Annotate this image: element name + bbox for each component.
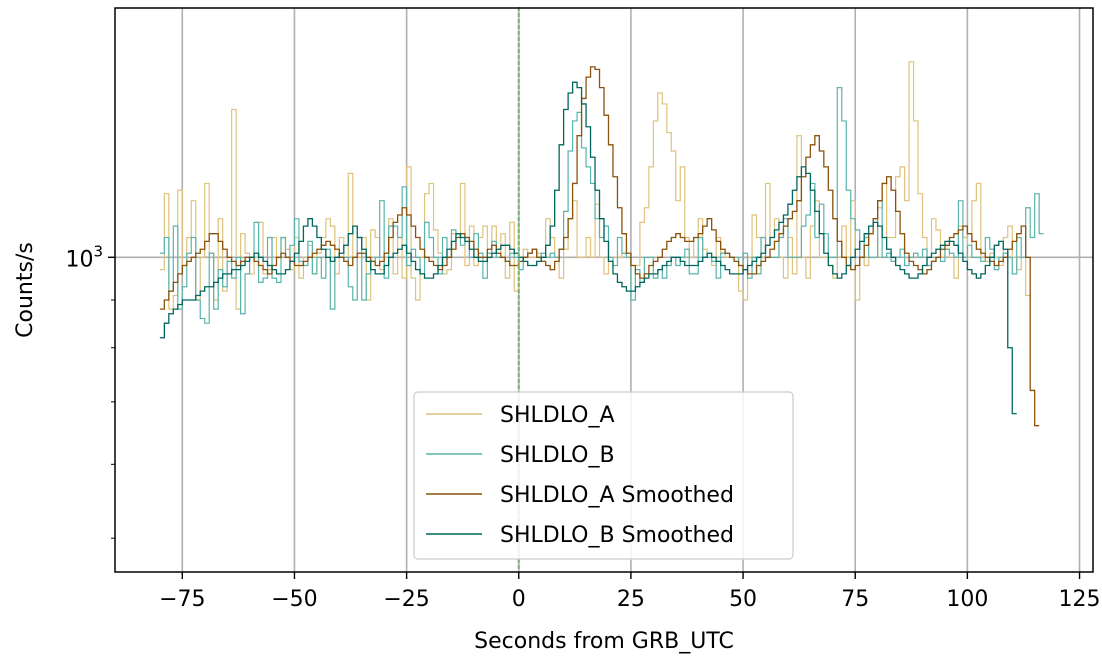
x-tick-label: 100 bbox=[946, 587, 988, 612]
x-axis-label: Seconds from GRB_UTC bbox=[474, 629, 734, 654]
x-tick-label: 0 bbox=[512, 587, 526, 612]
series-line-2 bbox=[159, 87, 1044, 324]
legend-label-2: SHLDLO_B bbox=[500, 443, 615, 468]
y-axis-label: Counts/s bbox=[13, 242, 38, 338]
x-tick-label: −50 bbox=[271, 587, 317, 612]
y-tick-label: 103 bbox=[65, 242, 103, 272]
axis-ticks: −75 −50 −25 0 25 50 75 100 125 103 bbox=[65, 242, 1100, 612]
series-group bbox=[159, 61, 1044, 427]
legend-box bbox=[413, 391, 794, 560]
legend: SHLDLO_A SHLDLO_B SHLDLO_A Smoothed SHLDLO_… bbox=[413, 391, 794, 560]
legend-label-4: SHLDLO_B Smoothed bbox=[500, 523, 734, 548]
plot-frame bbox=[114, 7, 1094, 573]
series-line-1 bbox=[159, 61, 1031, 310]
series-line-4 bbox=[159, 81, 1017, 415]
x-tick-label: 25 bbox=[617, 587, 645, 612]
legend-label-1: SHLDLO_A bbox=[500, 403, 615, 428]
x-tick-label: 50 bbox=[729, 587, 757, 612]
legend-label-3: SHLDLO_A Smoothed bbox=[500, 483, 734, 508]
x-tick-label: 125 bbox=[1059, 587, 1101, 612]
x-tick-label: −25 bbox=[383, 587, 429, 612]
x-tick-label: −75 bbox=[159, 587, 205, 612]
series-line-3 bbox=[159, 66, 1040, 427]
x-tick-label: 75 bbox=[841, 587, 869, 612]
